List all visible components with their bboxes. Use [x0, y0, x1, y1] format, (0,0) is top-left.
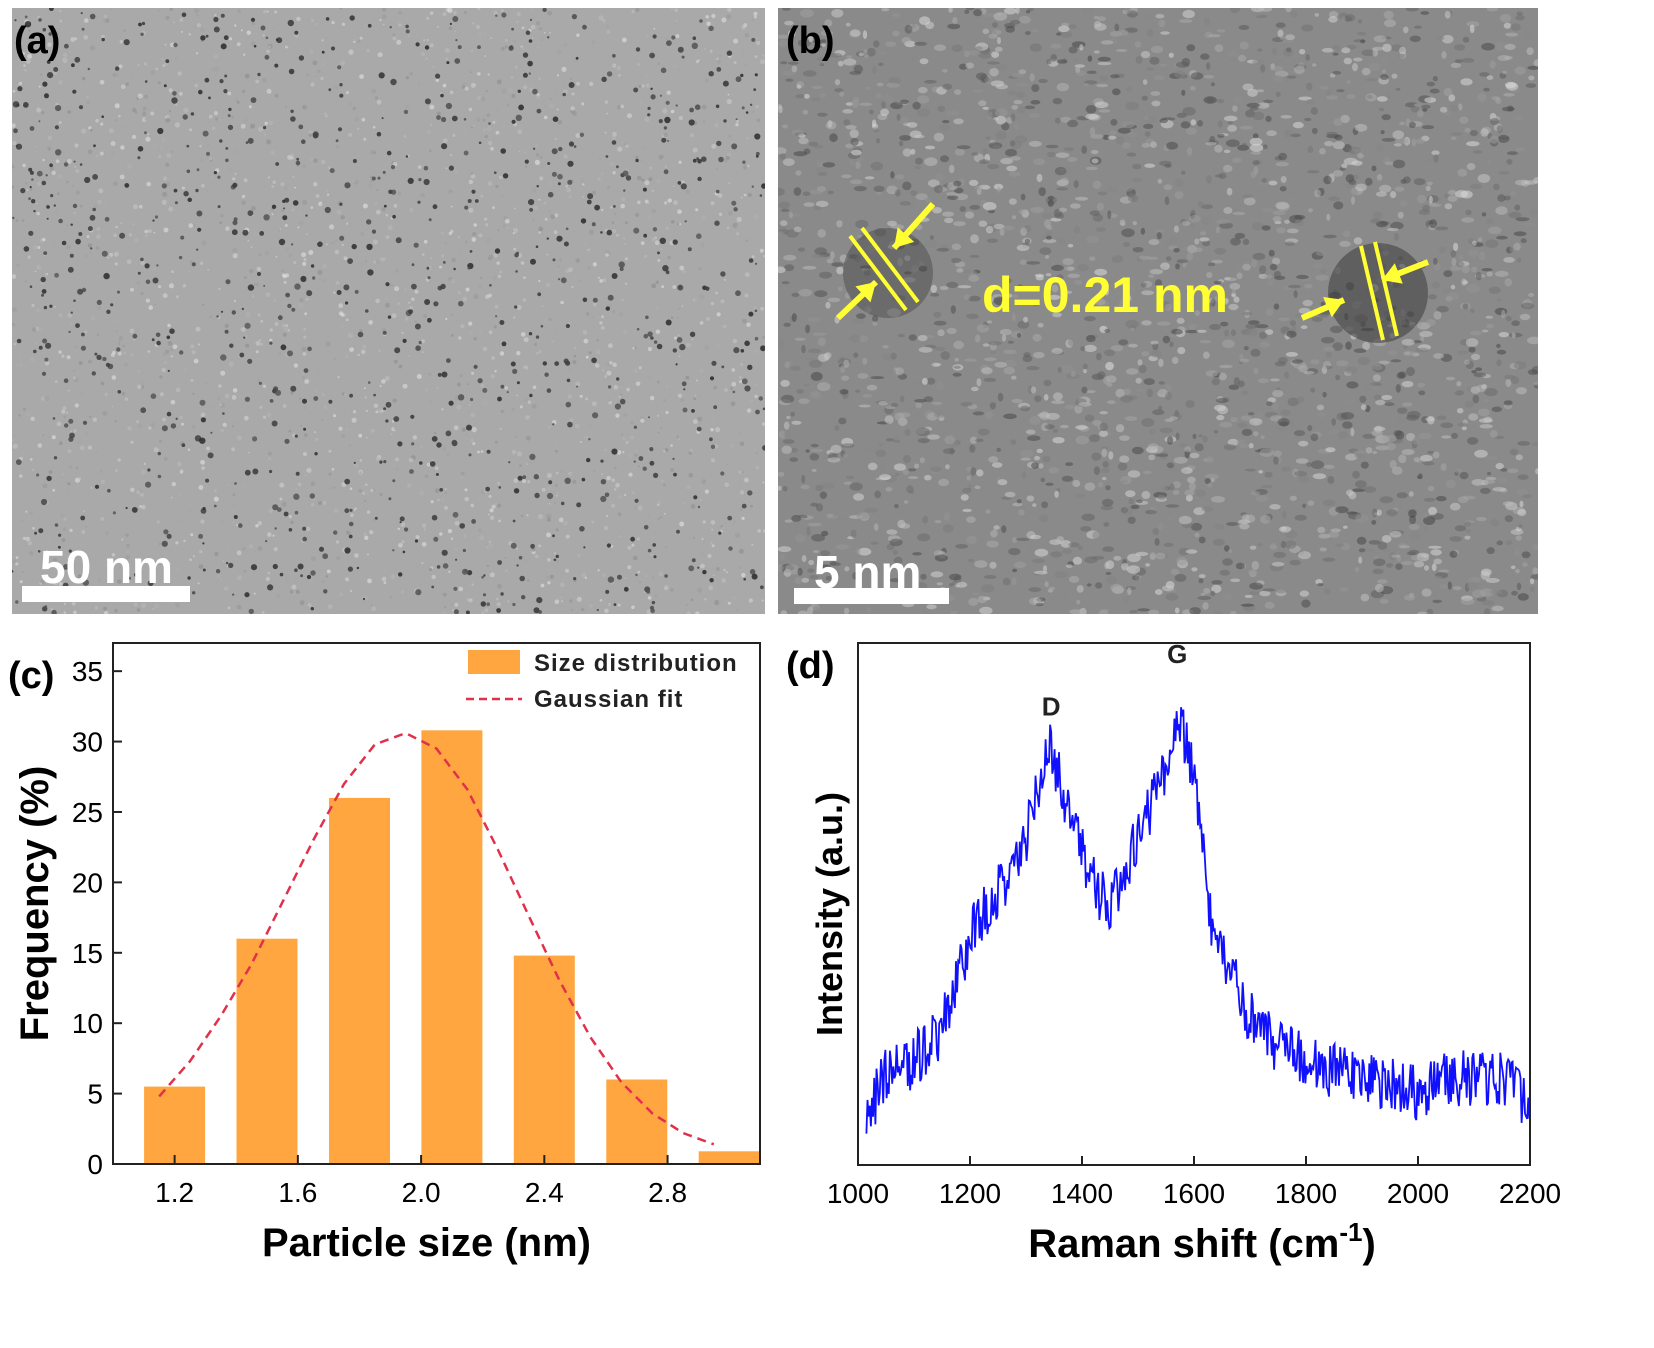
y-tick-label: 0: [87, 1149, 103, 1180]
scale-bar-b: [794, 588, 949, 604]
y-tick-label: 15: [72, 938, 103, 969]
x-tick-label: 2200: [1499, 1178, 1561, 1209]
histogram-bar: [606, 1080, 667, 1165]
peak-label: D: [1042, 691, 1061, 721]
x-tick-label: 2000: [1387, 1178, 1449, 1209]
x-tick-label: 1.2: [155, 1177, 194, 1208]
y-tick-label: 5: [87, 1079, 103, 1110]
legend-swatch-bars: [468, 650, 520, 674]
x-tick-label: 1400: [1051, 1178, 1113, 1209]
x-tick-label: 1800: [1275, 1178, 1337, 1209]
size-distribution-svg: 0 5 10 15 20 25 30 35 1.2 1.6 2.0 2.4 2.8 Particle si…: [0, 620, 780, 1343]
peak-label: G: [1167, 639, 1187, 669]
x-tick-label: 1200: [939, 1178, 1001, 1209]
x-tick-label: 2.0: [402, 1177, 441, 1208]
panel-label-a: (a): [14, 20, 60, 63]
size-distribution-chart: 0 5 10 15 20 25 30 35 1.2 1.6 2.0 2.4 2.8 Particle si…: [0, 620, 780, 1343]
scale-bar-a: [22, 586, 190, 602]
x-tick-label: 1600: [1163, 1178, 1225, 1209]
legend-label: Size distribution: [534, 650, 738, 677]
legend-label: Gaussian fit: [534, 686, 683, 713]
y-tick-label: 30: [72, 727, 103, 758]
x-axis-label: Raman shift (cm-1): [1028, 1217, 1376, 1266]
histogram-bar: [144, 1087, 205, 1164]
histogram-bar: [329, 798, 390, 1164]
x-tick-label: 1.6: [278, 1177, 317, 1208]
y-tick-label: 20: [72, 867, 103, 898]
histogram-bar: [421, 730, 482, 1164]
histogram-bar: [514, 956, 575, 1164]
tem-image-a: [12, 8, 765, 614]
panel-label-b: (b): [786, 20, 835, 63]
raman-chart: 1000 1200 1400 1600 1800 2000 2200 D G Raman shif…: [780, 620, 1654, 1343]
x-tick-label: 2.4: [525, 1177, 564, 1208]
x-tick-label: 1000: [827, 1178, 889, 1209]
y-tick-label: 35: [72, 656, 103, 687]
raman-svg: 1000 1200 1400 1600 1800 2000 2200 D G Raman shif…: [780, 620, 1654, 1343]
y-tick-label: 25: [72, 797, 103, 828]
histogram-bar: [699, 1151, 760, 1164]
y-axis-label: Intensity (a.u.): [809, 792, 850, 1036]
x-tick-label: 2.8: [648, 1177, 687, 1208]
tem-image-a-canvas: [12, 8, 765, 614]
y-axis-label: Frequency (%): [13, 766, 57, 1042]
raman-spectrum-line: [866, 707, 1529, 1133]
lattice-spacing-label: d=0.21 nm: [982, 266, 1228, 324]
y-tick-label: 10: [72, 1008, 103, 1039]
x-axis-label: Particle size (nm): [262, 1221, 591, 1265]
